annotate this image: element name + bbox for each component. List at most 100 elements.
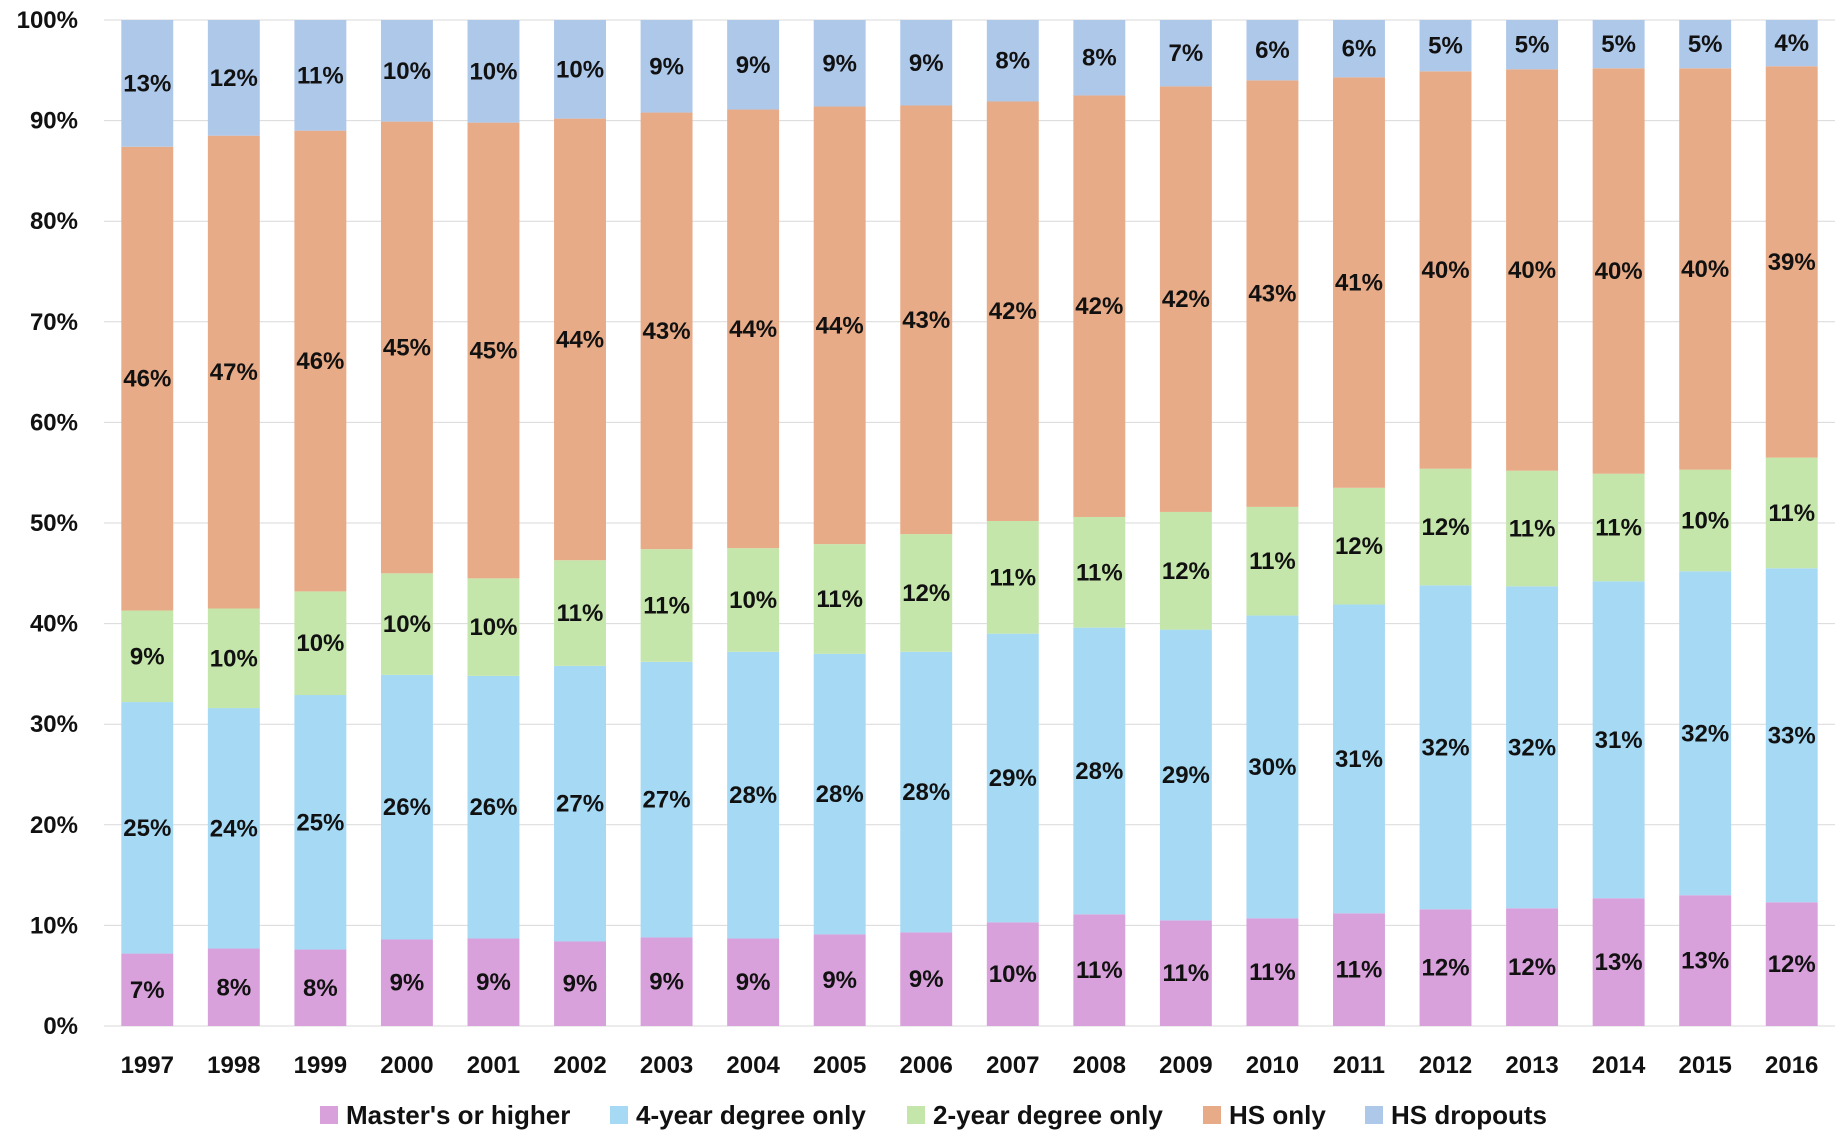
data-label: 11%	[1163, 960, 1210, 987]
data-label: 11%	[1249, 959, 1296, 986]
bar-segment	[294, 949, 347, 1026]
data-label: 40%	[1681, 256, 1729, 283]
bar-segment	[294, 130, 347, 592]
bar-segment	[121, 953, 174, 1026]
bar-segment	[294, 20, 347, 131]
bar-segment	[467, 938, 520, 1026]
legend-swatch	[1365, 1106, 1383, 1124]
bar-segment	[380, 939, 433, 1026]
bar-segment	[813, 20, 866, 107]
data-label: 8%	[995, 48, 1030, 75]
data-label: 43%	[643, 318, 691, 345]
x-tick-label: 1999	[294, 1052, 347, 1079]
data-label: 10%	[1681, 507, 1729, 534]
bar-segment	[1159, 920, 1212, 1026]
data-label: 13%	[1595, 949, 1643, 976]
bar-segment	[1506, 69, 1559, 471]
data-label: 29%	[1162, 762, 1210, 789]
data-label: 5%	[1428, 33, 1463, 60]
bar-segment	[1073, 627, 1126, 915]
bar-segment	[1592, 20, 1645, 69]
bar-segment	[1765, 20, 1818, 67]
data-label: 12%	[1162, 558, 1210, 585]
data-label: 12%	[1508, 954, 1556, 981]
bar-segment	[1419, 468, 1472, 586]
data-label: 45%	[383, 334, 431, 361]
bar-segment	[1679, 68, 1732, 470]
bar-segment	[640, 661, 693, 938]
data-label: 40%	[1422, 257, 1470, 284]
bar-segment	[121, 610, 174, 703]
x-tick-label: 2000	[380, 1052, 433, 1079]
y-tick-label: 30%	[30, 711, 78, 738]
legend-item: 4-year degree only	[610, 1100, 866, 1130]
data-label: 12%	[1422, 514, 1470, 541]
data-label: 9%	[649, 969, 684, 996]
x-tick-label: 2006	[900, 1052, 953, 1079]
data-label: 25%	[296, 809, 344, 836]
bar-segment	[1333, 604, 1385, 914]
bar-segment	[900, 534, 953, 652]
bar-segment	[1073, 20, 1126, 96]
x-tick-label: 2012	[1419, 1052, 1472, 1079]
bar-segment	[986, 520, 1039, 634]
y-tick-label: 100%	[17, 7, 78, 34]
bar-segment	[1246, 506, 1299, 616]
data-label: 33%	[1768, 722, 1816, 749]
data-label: 46%	[296, 348, 344, 375]
x-tick-label: 2016	[1765, 1052, 1818, 1079]
gridlines	[104, 19, 1835, 1027]
x-tick-label: 2008	[1073, 1052, 1126, 1079]
legend: Master's or higher 4-year degree only 2-ye…	[320, 1100, 1547, 1130]
bar-segment	[640, 20, 693, 113]
data-label: 26%	[469, 794, 517, 821]
x-tick-label: 2014	[1592, 1052, 1646, 1079]
legend-item: 2-year degree only	[907, 1100, 1163, 1130]
bar-segment	[207, 20, 260, 136]
bar-segment	[207, 948, 260, 1026]
bar-segment	[1506, 586, 1559, 909]
bar-segment	[640, 937, 693, 1026]
bar-segment	[900, 932, 953, 1026]
bar-segment	[1419, 71, 1472, 469]
data-label: 46%	[123, 366, 171, 393]
bar-segment	[380, 674, 433, 940]
data-label: 11%	[643, 592, 690, 619]
bar-segment	[1765, 66, 1818, 458]
data-label: 45%	[469, 337, 517, 364]
bar-segment	[1679, 895, 1732, 1026]
data-label: 28%	[729, 782, 777, 809]
bar-segment	[727, 651, 780, 939]
data-label: 9%	[822, 967, 857, 994]
bar-segment	[1159, 86, 1212, 512]
data-label: 7%	[1169, 40, 1204, 67]
legend-label: Master's or higher	[346, 1100, 570, 1130]
data-label: 10%	[210, 645, 258, 672]
bar-segment	[1333, 913, 1385, 1026]
legend-label: 2-year degree only	[933, 1100, 1163, 1130]
bar-segment	[900, 651, 953, 933]
data-label: 11%	[297, 62, 344, 89]
data-label: 11%	[989, 564, 1036, 591]
x-tick-label: 2007	[986, 1052, 1039, 1079]
bar-segment	[294, 695, 347, 950]
x-tick-label: 2009	[1159, 1052, 1212, 1079]
bar-segment	[1679, 20, 1732, 69]
bar-segment	[1073, 516, 1126, 628]
bar-segment	[986, 633, 1039, 923]
y-tick-label: 90%	[30, 108, 78, 135]
data-label: 11%	[1595, 515, 1642, 542]
bar-segment	[727, 109, 780, 549]
data-label: 10%	[556, 56, 604, 83]
y-tick-label: 20%	[30, 812, 78, 839]
bar-segment	[1765, 902, 1818, 1026]
bar-segment	[1419, 909, 1472, 1026]
bar-segment	[986, 20, 1039, 102]
bar-segment	[467, 578, 520, 676]
bar-segment	[1246, 918, 1299, 1026]
bar-segment	[1246, 20, 1299, 81]
bar-segment	[640, 112, 693, 550]
data-label: 5%	[1688, 31, 1723, 58]
data-label: 11%	[1249, 548, 1296, 575]
